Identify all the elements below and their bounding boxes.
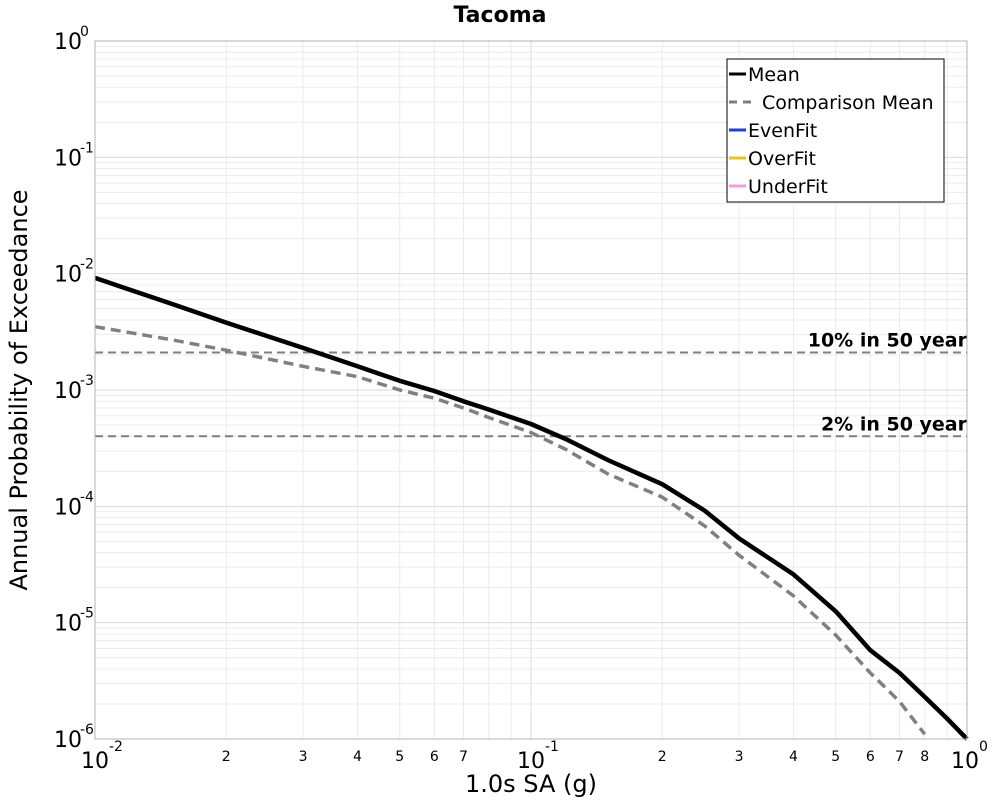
y-tick-major: 10-2	[54, 257, 94, 288]
y-tick-major: 10-6	[54, 722, 94, 753]
x-tick-major: 10-2	[81, 739, 123, 774]
grid	[94, 41, 967, 740]
x-tick-minor: 7	[895, 749, 904, 765]
y-tick-major: 100	[54, 24, 89, 55]
y-tick-base: 10	[54, 379, 82, 404]
y-tick-base: 10	[54, 728, 82, 753]
x-tick-exponent: -2	[109, 739, 123, 755]
y-tick-major: 10-3	[54, 373, 94, 404]
legend-label: Mean	[748, 64, 800, 86]
legend-label: EvenFit	[748, 120, 817, 142]
legend-label: Comparison Mean	[762, 92, 934, 114]
x-axis-label: 1.0s SA (g)	[465, 770, 597, 798]
y-tick-base: 10	[54, 263, 82, 288]
legend: Mean Comparison Mean EvenFit OverFit UnderFi…	[726, 58, 945, 203]
reference-line-label: 2% in 50 year	[821, 413, 968, 435]
y-tick-major: 10-5	[54, 606, 94, 637]
legend-item: EvenFit	[729, 120, 817, 142]
series-line-mean	[94, 275, 969, 741]
x-tick-minor: 5	[831, 749, 840, 765]
x-tick-minor: 6	[430, 749, 439, 765]
legend-label: OverFit	[748, 148, 816, 170]
x-tick-minor: 7	[459, 749, 468, 765]
x-tick-base: 10	[951, 749, 979, 774]
y-tick-base: 10	[54, 495, 82, 520]
series-line-comparison-mean	[94, 324, 927, 736]
x-tick-minor: 2	[222, 749, 231, 765]
legend-item: Mean	[729, 64, 800, 86]
x-tick-major: 100	[951, 739, 988, 774]
x-tick-minor: 4	[353, 749, 362, 765]
y-axis-label: Annual Probability of Exceedance	[5, 189, 33, 590]
y-tick-exponent: -5	[80, 606, 94, 622]
legend-item: UnderFit	[729, 176, 828, 198]
legend-item: Comparison Mean	[729, 92, 934, 114]
x-tick-minor: 5	[395, 749, 404, 765]
x-tick-base: 10	[81, 749, 109, 774]
y-tick-exponent: -4	[80, 489, 94, 505]
x-tick-minor: 2	[658, 749, 667, 765]
legend-label: UnderFit	[748, 176, 828, 198]
plot-frame	[94, 40, 968, 740]
x-tick-exponent: 0	[979, 739, 988, 755]
y-tick-major: 10-4	[54, 489, 94, 520]
y-tick-exponent: -1	[80, 140, 94, 156]
x-tick-minor: 3	[299, 749, 308, 765]
legend-box	[726, 58, 945, 203]
y-tick-base: 10	[54, 30, 82, 55]
x-tick-major: 10-1	[517, 739, 559, 774]
x-tick-minor: 6	[866, 749, 875, 765]
data-series	[94, 275, 969, 741]
legend-item: OverFit	[729, 148, 816, 170]
chart-title: Tacoma	[454, 3, 547, 28]
y-tick-exponent: -3	[80, 373, 94, 389]
x-tick-minor: 8	[920, 749, 929, 765]
x-tick-base: 10	[517, 749, 545, 774]
x-tick-exponent: -1	[545, 739, 559, 755]
y-tick-exponent: -2	[80, 257, 94, 273]
y-tick-exponent: -6	[80, 722, 94, 738]
y-tick-exponent: 0	[80, 24, 89, 40]
x-tick-minor: 3	[735, 749, 744, 765]
y-tick-base: 10	[54, 146, 82, 171]
y-tick-base: 10	[54, 612, 82, 637]
x-tick-minor: 4	[789, 749, 798, 765]
y-tick-major: 10-1	[54, 140, 94, 171]
reference-line-label: 10% in 50 year	[808, 330, 968, 352]
